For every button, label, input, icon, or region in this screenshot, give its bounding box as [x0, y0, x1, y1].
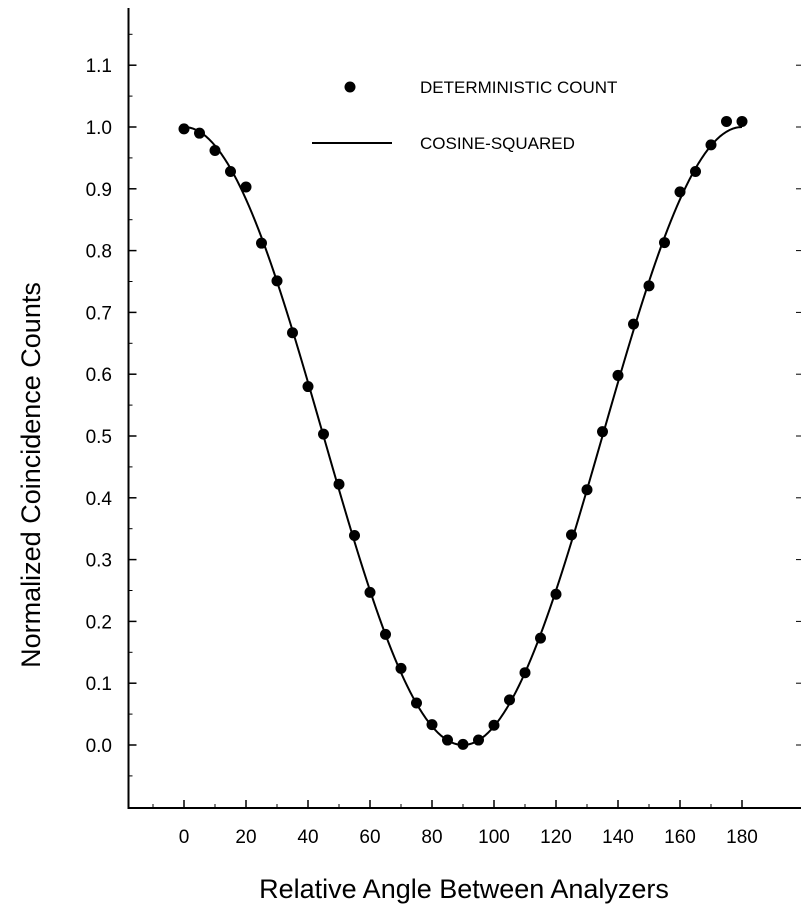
data-point	[302, 381, 314, 393]
data-point	[256, 237, 267, 249]
data-point	[566, 529, 577, 541]
deterministic-count-markers	[178, 115, 748, 750]
x-tick-label: 120	[540, 827, 572, 848]
y-axis-title: Normalized Coincidence Counts	[16, 282, 46, 668]
data-point	[271, 275, 283, 287]
right-edge-ticks	[796, 64, 801, 746]
y-tick-label: 0.8	[86, 242, 112, 263]
x-tick-label: 140	[602, 827, 634, 848]
y-tick-label: 0.2	[86, 612, 112, 633]
data-point	[705, 139, 717, 151]
x-tick-label: 180	[726, 827, 758, 848]
y-tick-label: 0.1	[86, 674, 112, 695]
data-point	[690, 165, 701, 177]
y-tick-label: 0.4	[86, 489, 113, 510]
y-tick-label: 0.6	[86, 365, 112, 386]
data-point	[628, 318, 639, 330]
data-point	[380, 628, 391, 640]
data-point	[318, 428, 329, 440]
legend-marker-deterministic	[344, 81, 356, 93]
data-point	[178, 123, 190, 135]
data-point	[349, 529, 360, 541]
x-tick-label: 20	[235, 827, 256, 848]
data-point	[457, 738, 469, 750]
x-ticks: 0 20 40 60 80 100 120 140 160 180	[152, 800, 758, 848]
data-point	[473, 734, 484, 746]
data-point	[659, 237, 670, 249]
x-tick-label: 40	[297, 827, 318, 848]
data-point	[395, 662, 407, 674]
legend: DETERMINISTIC COUNT COSINE-SQUARED	[312, 78, 617, 153]
data-point	[488, 719, 500, 731]
legend-label-deterministic: DETERMINISTIC COUNT	[420, 78, 617, 97]
data-point	[612, 369, 624, 381]
x-tick-label: 100	[478, 827, 510, 848]
x-tick-label: 160	[664, 827, 696, 848]
data-point	[364, 586, 376, 598]
data-point	[194, 127, 205, 139]
data-point	[597, 426, 608, 438]
data-point	[333, 478, 345, 490]
y-tick-label: 0.7	[86, 303, 112, 324]
data-point	[209, 144, 221, 156]
data-point	[519, 667, 531, 679]
x-tick-label: 60	[359, 827, 380, 848]
data-point	[225, 165, 236, 177]
y-tick-label: 0.3	[86, 551, 112, 572]
cosine-squared-curve	[183, 126, 743, 747]
y-ticks: 0.0 0.1 0.2 0.3 0.4 0.5 0.6 0.7 0.8 0.9 1.0 1.1	[86, 33, 137, 777]
data-point	[240, 181, 252, 193]
legend-label-cosine: COSINE-SQUARED	[420, 134, 575, 153]
y-tick-label: 0.9	[86, 180, 112, 201]
data-point	[736, 115, 748, 127]
data-point	[411, 697, 422, 709]
data-point	[442, 734, 453, 746]
data-point	[674, 186, 686, 198]
data-point	[535, 632, 546, 644]
data-point	[287, 327, 298, 339]
x-tick-label: 0	[179, 827, 190, 848]
data-point	[581, 484, 593, 496]
data-point	[643, 280, 655, 292]
x-axis-title: Relative Angle Between Analyzers	[259, 874, 669, 904]
data-point	[721, 115, 732, 127]
data-point	[504, 694, 515, 706]
x-tick-label: 80	[421, 827, 442, 848]
y-tick-label: 1.1	[86, 56, 112, 77]
data-point	[550, 588, 562, 600]
y-tick-label: 0.5	[86, 427, 112, 448]
data-point	[426, 719, 438, 731]
y-tick-label: 1.0	[86, 118, 112, 139]
y-tick-label: 0.0	[86, 736, 112, 757]
